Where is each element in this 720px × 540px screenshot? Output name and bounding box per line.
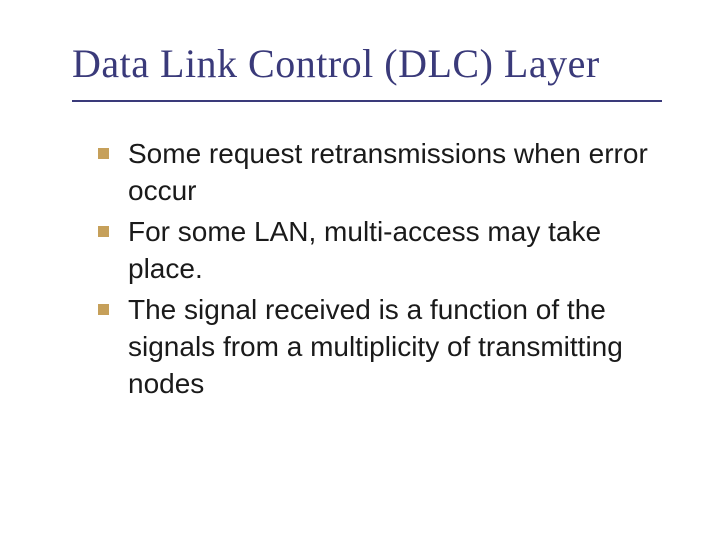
bullet-text: For some LAN, multi-access may take plac… [128, 216, 601, 284]
bullet-text: The signal received is a function of the… [128, 294, 623, 399]
slide-title: Data Link Control (DLC) Layer [72, 42, 672, 86]
square-bullet-icon [98, 304, 109, 315]
square-bullet-icon [98, 226, 109, 237]
list-item: For some LAN, multi-access may take plac… [98, 214, 672, 288]
list-item: Some request retransmissions when error … [98, 136, 672, 210]
bullet-text: Some request retransmissions when error … [128, 138, 648, 206]
bullet-list: Some request retransmissions when error … [72, 136, 672, 403]
square-bullet-icon [98, 148, 109, 159]
slide: Data Link Control (DLC) Layer Some reque… [0, 0, 720, 540]
title-underline [72, 100, 662, 102]
list-item: The signal received is a function of the… [98, 292, 672, 403]
